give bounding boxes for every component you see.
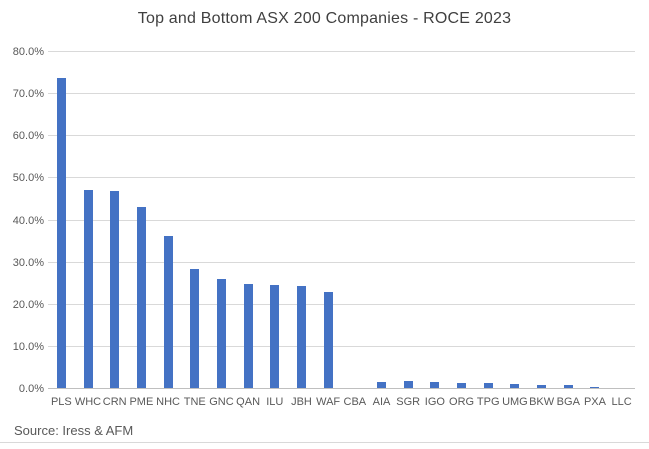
x-tick-label-ILU: ILU: [266, 396, 284, 408]
y-tick-label-30: 30.0%: [12, 256, 44, 269]
gridline-40: [48, 219, 635, 221]
x-tick-label-TNE: TNE: [183, 396, 206, 408]
x-tick-label-ORG: ORG: [449, 396, 475, 408]
x-tick-label-BGA: BGA: [556, 396, 580, 408]
bar-JBH: [296, 286, 306, 388]
chart-title: Top and Bottom ASX 200 Companies - ROCE …: [137, 10, 512, 27]
bar-TPG: [483, 382, 493, 388]
bar-PLS: [56, 78, 66, 388]
bar-GNC: [216, 279, 226, 388]
y-axis-labels: 0.0% 10.0% 20.0% 30.0% 40.0% 50.0% 60.0% 70.0% 8…: [0, 46, 44, 395]
x-tick-label-TPG: TPG: [476, 396, 500, 408]
gridline-60: [48, 135, 635, 137]
bar-BGA: [563, 385, 573, 388]
y-tick-label-60: 60.0%: [12, 130, 44, 143]
x-tick-label-PME: PME: [129, 396, 154, 408]
bar-IGO: [430, 382, 440, 388]
x-tick-label-CBA: CBA: [343, 396, 367, 408]
bar-NHC: [163, 235, 173, 388]
x-tick-label-SGR: SGR: [396, 396, 421, 408]
gridline-70: [48, 93, 635, 95]
y-tick-label-80: 80.0%: [12, 46, 44, 58]
y-tick-label-70: 70.0%: [12, 88, 44, 101]
bottom-divider: [0, 442, 649, 443]
y-tick-label-40: 40.0%: [12, 214, 44, 227]
x-tick-label-PXA: PXA: [583, 396, 606, 408]
bar-TNE: [190, 269, 200, 388]
y-tick-label-10: 10.0%: [12, 340, 44, 353]
x-tick-label-JBH: JBH: [291, 396, 312, 408]
x-tick-label-LLC: LLC: [611, 396, 632, 408]
source-caption: Source: Iress & AFM: [14, 423, 134, 438]
x-axis-line: [48, 388, 635, 389]
x-axis-labels: PLS WHC CRN PME NHC TNE GNC QAN ILU JBH WAF CBA AIA S…: [48, 396, 635, 410]
bar-CRN: [110, 190, 120, 388]
bar-UMG: [510, 384, 520, 388]
y-tick-label-0: 0.0%: [18, 383, 44, 395]
x-tick-label-NHC: NHC: [156, 396, 180, 408]
bar-ORG: [457, 383, 467, 388]
x-tick-label-WAF: WAF: [316, 396, 341, 408]
bar-SGR: [403, 381, 413, 388]
gridline-50: [48, 177, 635, 179]
bar-QAN: [243, 283, 253, 388]
y-tick-label-20: 20.0%: [12, 298, 44, 311]
bar-WAF: [323, 291, 333, 388]
x-tick-label-PLS: PLS: [50, 396, 72, 408]
bar-AIA: [377, 381, 387, 388]
x-tick-label-AIA: AIA: [372, 396, 391, 408]
x-tick-label-IGO: IGO: [424, 396, 445, 408]
x-tick-label-GNC: GNC: [209, 396, 234, 408]
plot-area: [48, 51, 635, 389]
x-tick-label-BKW: BKW: [529, 396, 555, 408]
x-tick-label-UMG: UMG: [502, 396, 528, 408]
gridline-80: [48, 51, 635, 52]
bar-ILU: [270, 284, 280, 388]
y-tick-label-50: 50.0%: [12, 172, 44, 185]
gridline-30: [48, 261, 635, 263]
bar-BKW: [537, 384, 547, 388]
bar-PME: [136, 206, 146, 388]
bar-PXA: [590, 386, 600, 388]
x-tick-label-WHC: WHC: [74, 396, 102, 408]
x-tick-label-CRN: CRN: [102, 396, 127, 408]
x-tick-label-QAN: QAN: [236, 396, 261, 408]
gridline-10: [48, 345, 635, 347]
bar-WHC: [83, 190, 93, 388]
gridline-20: [48, 303, 635, 305]
